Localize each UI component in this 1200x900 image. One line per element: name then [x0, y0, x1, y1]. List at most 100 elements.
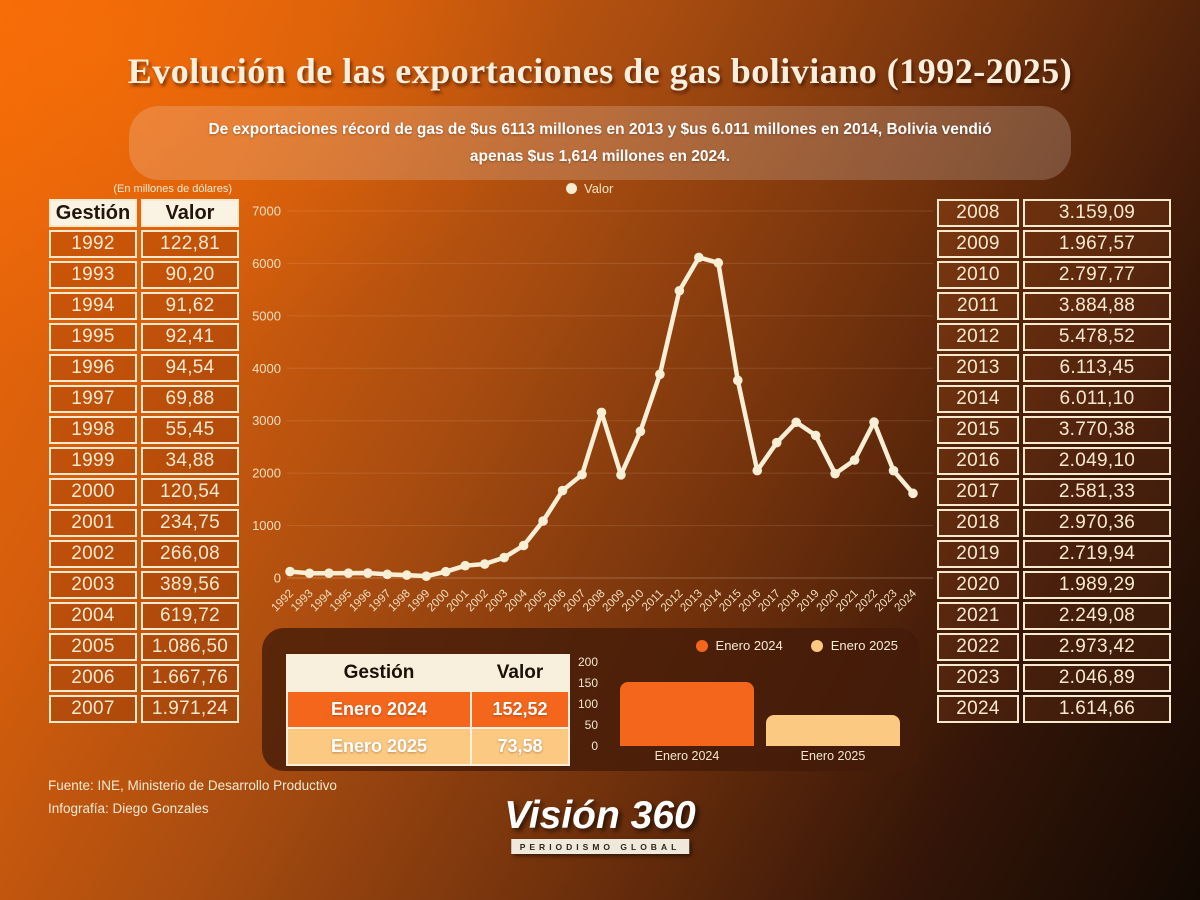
- table-row: 2016 2.049,10: [937, 447, 1171, 475]
- subtitle-text: De exportaciones récord de gas de $us 61…: [208, 121, 992, 166]
- value-cell: 55,45: [141, 416, 239, 444]
- y-tick-label: 2000: [252, 466, 281, 481]
- table-row: 2003 389,56: [49, 571, 239, 599]
- value-cell: 3.159,09: [1023, 199, 1171, 227]
- data-point: [479, 559, 490, 569]
- year-cell: 2005: [49, 633, 137, 661]
- data-point: [382, 569, 393, 580]
- table-row: 2011 3.884,88: [937, 292, 1171, 320]
- y-tick-label: 3000: [252, 413, 281, 428]
- value-cell: 6.011,10: [1023, 385, 1171, 413]
- comparison-panel: Gestión Valor Enero 2024 152,52 Enero 2025…: [262, 628, 920, 771]
- y-tick-label: 0: [591, 739, 598, 753]
- table-row: 2015 3.770,38: [937, 416, 1171, 444]
- table-row: 1997 69,88: [49, 385, 239, 413]
- table-row: 2018 2.970,36: [937, 509, 1171, 537]
- data-point: [538, 516, 548, 526]
- subtitle-banner: De exportaciones récord de gas de $us 61…: [129, 106, 1071, 181]
- data-point: [518, 540, 529, 551]
- line-chart: 0100020003000400050006000700019921993199…: [252, 204, 933, 614]
- data-point: [713, 258, 724, 268]
- bar-chart-legend: Enero 2024 Enero 2025: [695, 638, 898, 653]
- value-cell: 90,20: [141, 261, 239, 289]
- table-row: 2007 1.971,24: [49, 695, 239, 723]
- value-cell: 389,56: [141, 571, 239, 599]
- bar-enero-2025: [765, 715, 901, 746]
- year-cell: 2011: [937, 292, 1019, 320]
- data-point: [849, 455, 860, 465]
- data-point: [830, 468, 840, 479]
- value-cell: 92,41: [141, 323, 239, 351]
- year-cell: 2001: [49, 509, 137, 537]
- y-tick-label: 5000: [252, 308, 281, 323]
- gestion-header: Gestión: [49, 199, 137, 227]
- year-cell: 2009: [937, 230, 1019, 258]
- data-point: [440, 566, 451, 577]
- year-cell: 2010: [937, 261, 1019, 289]
- value-cell: 6.113,45: [1023, 354, 1171, 382]
- data-point: [888, 465, 899, 476]
- value-cell: 3.884,88: [1023, 292, 1171, 320]
- value-cell: 234,75: [141, 509, 239, 537]
- year-cell: 2023: [937, 664, 1019, 692]
- table-row: 2000 120,54: [49, 478, 239, 506]
- table-header-row: Gestión Valor: [286, 654, 570, 692]
- year-cell: 2000: [49, 478, 137, 506]
- bar-chart-y-axis: 200 150 100 50 0: [558, 655, 604, 753]
- year-cell: 1997: [49, 385, 137, 413]
- value-cell: 2.797,77: [1023, 261, 1171, 289]
- table-row: 2014 6.011,10: [937, 385, 1171, 413]
- value-cell: 152,52: [470, 690, 570, 729]
- value-cell: 1.989,29: [1023, 571, 1171, 599]
- year-cell: 1996: [49, 354, 137, 382]
- logo-subtitle: PERIODISMO GLOBAL: [510, 839, 689, 854]
- table-row: 2020 1.989,29: [937, 571, 1171, 599]
- table-row: 2006 1.667,76: [49, 664, 239, 692]
- year-cell: 1994: [49, 292, 137, 320]
- year-cell: 2013: [937, 354, 1019, 382]
- y-tick-label: 1000: [252, 518, 281, 533]
- table-row: 1999 34,88: [49, 447, 239, 475]
- gestion-header: Gestión: [286, 654, 472, 692]
- year-cell: 2004: [49, 602, 137, 630]
- data-point: [771, 437, 782, 448]
- data-point: [402, 570, 412, 580]
- x-tick-label: Enero 2024: [654, 749, 720, 763]
- year-cell: 2008: [937, 199, 1019, 227]
- table-row: 2005 1.086,50: [49, 633, 239, 661]
- data-point: [363, 568, 373, 578]
- table-row: 2008 3.159,09: [937, 199, 1171, 227]
- value-cell: 122,81: [141, 230, 239, 258]
- y-tick-label: 4000: [252, 361, 281, 376]
- year-cell: 2002: [49, 540, 137, 568]
- value-cell: 5.478,52: [1023, 323, 1171, 351]
- data-point: [635, 426, 646, 437]
- value-cell: 2.970,36: [1023, 509, 1171, 537]
- year-cell: 2022: [937, 633, 1019, 661]
- period-cell: Enero 2024: [286, 690, 472, 729]
- table-row: 1996 94,54: [49, 354, 239, 382]
- bar-chart-plot: [614, 662, 906, 746]
- table-2008-2024: 2008 3.159,09 2009 1.967,57 2010 2.797,77 2011…: [933, 196, 1175, 726]
- year-cell: 1999: [49, 447, 137, 475]
- data-point: [732, 375, 743, 386]
- table-row: 2012 5.478,52: [937, 323, 1171, 351]
- valor-header: Valor: [470, 654, 570, 692]
- year-cell: 2017: [937, 478, 1019, 506]
- legend-label: Enero 2024: [715, 638, 783, 653]
- year-cell: 2012: [937, 323, 1019, 351]
- value-cell: 2.046,89: [1023, 664, 1171, 692]
- footer-credits: Fuente: INE, Ministerio de Desarrollo Pr…: [48, 774, 337, 820]
- value-cell: 2.973,42: [1023, 633, 1171, 661]
- table-row: 1998 55,45: [49, 416, 239, 444]
- year-cell: 1995: [49, 323, 137, 351]
- table-header-row: Gestión Valor: [49, 199, 239, 227]
- bar-chart-x-axis: Enero 2024 Enero 2025: [614, 749, 906, 763]
- data-point: [655, 369, 665, 380]
- table-row: 2001 234,75: [49, 509, 239, 537]
- y-tick-label: 50: [584, 718, 598, 732]
- x-tick-label: 2024: [893, 587, 920, 614]
- bar-column: [760, 662, 906, 746]
- value-cell: 2.249,08: [1023, 602, 1171, 630]
